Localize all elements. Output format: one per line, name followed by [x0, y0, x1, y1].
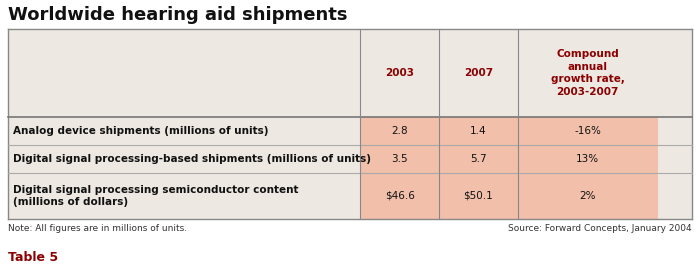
Bar [439, 145, 517, 173]
Text: 3.5: 3.5 [391, 154, 408, 164]
Text: 13%: 13% [576, 154, 599, 164]
Bar [517, 145, 658, 173]
Text: Digital signal processing semiconductor content
(millions of dollars): Digital signal processing semiconductor … [13, 185, 298, 207]
Text: 2%: 2% [580, 191, 596, 201]
Text: 5.7: 5.7 [470, 154, 486, 164]
Bar [360, 117, 439, 145]
Text: 2003: 2003 [385, 68, 414, 78]
Text: Analog device shipments (millions of units): Analog device shipments (millions of uni… [13, 126, 269, 136]
Text: Table 5: Table 5 [8, 251, 58, 264]
Text: 1.4: 1.4 [470, 126, 486, 136]
Text: Worldwide hearing aid shipments: Worldwide hearing aid shipments [8, 6, 347, 24]
Text: $50.1: $50.1 [463, 191, 493, 201]
Bar [360, 145, 439, 173]
Bar [8, 29, 692, 219]
Text: 2.8: 2.8 [391, 126, 408, 136]
Bar [439, 117, 517, 145]
Text: -16%: -16% [574, 126, 601, 136]
Text: Note: All figures are in millions of units.: Note: All figures are in millions of uni… [8, 224, 187, 233]
Bar [360, 173, 439, 219]
Bar [517, 117, 658, 145]
Text: Digital signal processing-based shipments (millions of units): Digital signal processing-based shipment… [13, 154, 371, 164]
Text: Compound
annual
growth rate,
2003-2007: Compound annual growth rate, 2003-2007 [551, 49, 624, 97]
Bar [439, 173, 517, 219]
Bar [517, 173, 658, 219]
Text: 2007: 2007 [463, 68, 493, 78]
Text: Source: Forward Concepts, January 2004: Source: Forward Concepts, January 2004 [508, 224, 692, 233]
Text: $46.6: $46.6 [385, 191, 414, 201]
